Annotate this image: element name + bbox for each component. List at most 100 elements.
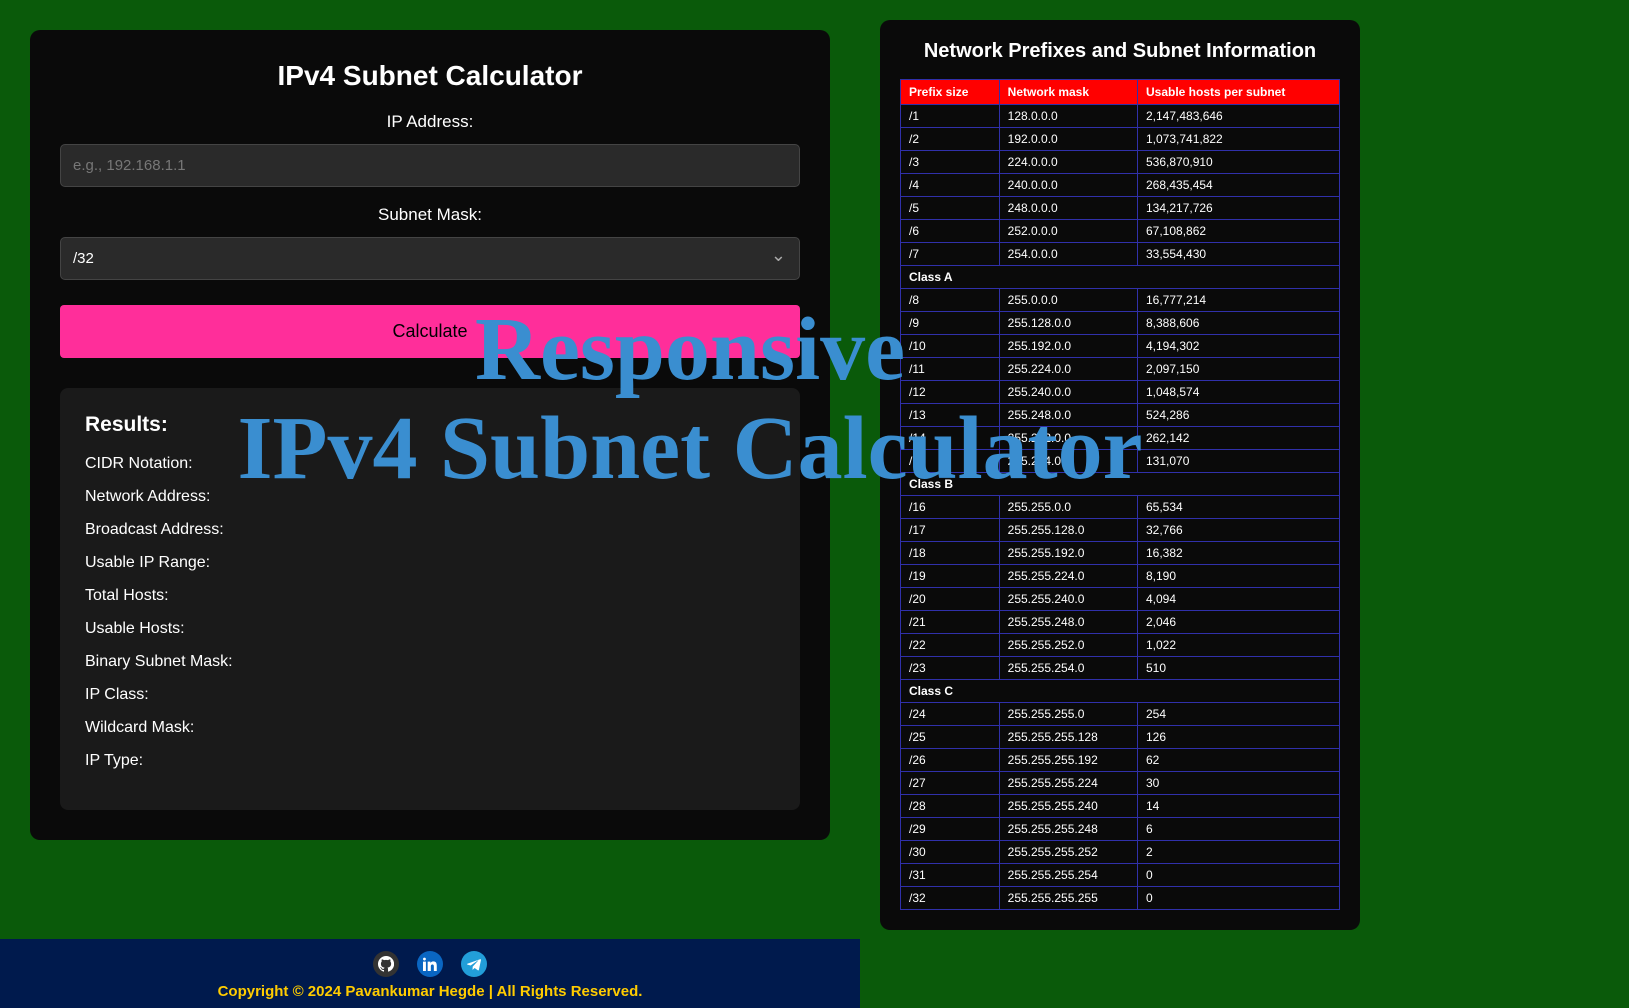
result-row: Network Address:	[85, 488, 775, 506]
table-row: /15255.254.0.0131,070	[901, 450, 1340, 473]
table-cell: 255.255.0.0	[999, 496, 1137, 519]
table-row: /16255.255.0.065,534	[901, 496, 1340, 519]
table-cell: 2	[1137, 841, 1339, 864]
table-row: /5248.0.0.0134,217,726	[901, 197, 1340, 220]
table-cell: 255.255.255.240	[999, 795, 1137, 818]
table-cell: 255.128.0.0	[999, 312, 1137, 335]
table-cell: 254	[1137, 703, 1339, 726]
table-cell: 8,190	[1137, 565, 1339, 588]
table-cell: /31	[901, 864, 1000, 887]
table-cell: 224.0.0.0	[999, 151, 1137, 174]
linkedin-icon[interactable]	[417, 951, 443, 977]
table-cell: /20	[901, 588, 1000, 611]
table-cell: 16,382	[1137, 542, 1339, 565]
prefixes-title: Network Prefixes and Subnet Information	[900, 40, 1340, 63]
table-cell: 192.0.0.0	[999, 128, 1137, 151]
table-cell: 126	[1137, 726, 1339, 749]
table-cell: /30	[901, 841, 1000, 864]
table-cell: 14	[1137, 795, 1339, 818]
table-cell: 4,094	[1137, 588, 1339, 611]
table-cell: 255.255.255.0	[999, 703, 1137, 726]
table-cell: /18	[901, 542, 1000, 565]
table-row: /28255.255.255.24014	[901, 795, 1340, 818]
table-row: /31255.255.255.2540	[901, 864, 1340, 887]
table-cell: 67,108,862	[1137, 220, 1339, 243]
table-cell: 255.252.0.0	[999, 427, 1137, 450]
table-row: /18255.255.192.016,382	[901, 542, 1340, 565]
table-cell: 255.255.224.0	[999, 565, 1137, 588]
table-cell: 255.224.0.0	[999, 358, 1137, 381]
table-row: /3224.0.0.0536,870,910	[901, 151, 1340, 174]
table-cell: /11	[901, 358, 1000, 381]
calculator-card: IPv4 Subnet Calculator IP Address: Subne…	[30, 30, 830, 840]
table-row: Class C	[901, 680, 1340, 703]
table-cell: /29	[901, 818, 1000, 841]
telegram-icon[interactable]	[461, 951, 487, 977]
table-cell: 4,194,302	[1137, 335, 1339, 358]
table-cell: 255.255.248.0	[999, 611, 1137, 634]
table-cell: 255.255.255.248	[999, 818, 1137, 841]
table-row: /29255.255.255.2486	[901, 818, 1340, 841]
table-cell: /24	[901, 703, 1000, 726]
table-cell: /21	[901, 611, 1000, 634]
table-cell: 255.192.0.0	[999, 335, 1137, 358]
result-row: Binary Subnet Mask:	[85, 653, 775, 671]
table-cell: /25	[901, 726, 1000, 749]
ip-address-input[interactable]	[60, 144, 800, 187]
table-row: /13255.248.0.0524,286	[901, 404, 1340, 427]
table-cell: 268,435,454	[1137, 174, 1339, 197]
github-icon[interactable]	[373, 951, 399, 977]
table-cell: /27	[901, 772, 1000, 795]
class-label: Class B	[901, 473, 1340, 496]
subnet-mask-select[interactable]: /32	[60, 237, 800, 280]
left-panel: IPv4 Subnet Calculator IP Address: Subne…	[0, 0, 860, 1008]
table-row: /8255.0.0.016,777,214	[901, 289, 1340, 312]
copyright-text: Copyright © 2024 Pavankumar Hegde | All …	[0, 983, 860, 1000]
result-row: Usable IP Range:	[85, 554, 775, 572]
table-cell: 0	[1137, 864, 1339, 887]
table-cell: 33,554,430	[1137, 243, 1339, 266]
subnet-mask-label: Subnet Mask:	[60, 205, 800, 225]
table-cell: /13	[901, 404, 1000, 427]
table-cell: 6	[1137, 818, 1339, 841]
table-row: /23255.255.254.0510	[901, 657, 1340, 680]
table-cell: 254.0.0.0	[999, 243, 1137, 266]
right-panel: Network Prefixes and Subnet Information …	[860, 0, 1380, 1008]
calculate-button[interactable]: Calculate	[60, 305, 800, 358]
result-row: Wildcard Mask:	[85, 719, 775, 737]
table-cell: 255.255.255.252	[999, 841, 1137, 864]
table-cell: /2	[901, 128, 1000, 151]
table-cell: 2,147,483,646	[1137, 105, 1339, 128]
table-row: /20255.255.240.04,094	[901, 588, 1340, 611]
table-row: /19255.255.224.08,190	[901, 565, 1340, 588]
table-cell: 255.254.0.0	[999, 450, 1137, 473]
table-cell: 255.255.255.224	[999, 772, 1137, 795]
table-row: /24255.255.255.0254	[901, 703, 1340, 726]
table-cell: 255.0.0.0	[999, 289, 1137, 312]
table-row: /6252.0.0.067,108,862	[901, 220, 1340, 243]
table-cell: 255.255.255.128	[999, 726, 1137, 749]
table-cell: /9	[901, 312, 1000, 335]
table-cell: /1	[901, 105, 1000, 128]
table-cell: /28	[901, 795, 1000, 818]
table-cell: 524,286	[1137, 404, 1339, 427]
table-cell: /23	[901, 657, 1000, 680]
table-row: /14255.252.0.0262,142	[901, 427, 1340, 450]
table-cell: 32,766	[1137, 519, 1339, 542]
table-row: /2192.0.0.01,073,741,822	[901, 128, 1340, 151]
table-cell: /4	[901, 174, 1000, 197]
table-cell: /19	[901, 565, 1000, 588]
table-cell: 1,048,574	[1137, 381, 1339, 404]
table-row: /17255.255.128.032,766	[901, 519, 1340, 542]
table-row: /7254.0.0.033,554,430	[901, 243, 1340, 266]
table-cell: 2,097,150	[1137, 358, 1339, 381]
table-cell: 1,073,741,822	[1137, 128, 1339, 151]
table-row: /32255.255.255.2550	[901, 887, 1340, 910]
table-cell: 255.255.252.0	[999, 634, 1137, 657]
results-title: Results:	[85, 413, 775, 437]
social-icons	[373, 951, 487, 977]
table-row: /10255.192.0.04,194,302	[901, 335, 1340, 358]
header-prefix: Prefix size	[901, 80, 1000, 105]
table-row: /21255.255.248.02,046	[901, 611, 1340, 634]
table-row: /9255.128.0.08,388,606	[901, 312, 1340, 335]
